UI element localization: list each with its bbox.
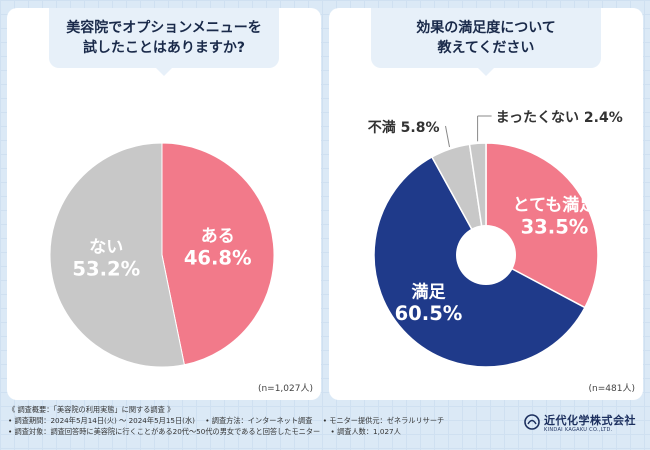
donut-不満-name: 不満 <box>368 119 401 136</box>
footer-line-3: • 調査対象：調査回答時に美容院に行くことがある20代〜50代の男女であると回答… <box>8 426 518 437</box>
donut-とても満足-name: とても満足 <box>513 195 597 216</box>
company-name: 近代化学株式会社 <box>544 414 636 427</box>
footer-title: 《 調査概要：「美容院の利用実態」に関する調査 》 <box>8 405 175 414</box>
right-chart-title: 効果の満足度について 教えてください <box>371 8 601 76</box>
pie-ない-value: 53.2% <box>72 258 140 281</box>
pie-slice-ある <box>161 142 275 366</box>
leader-line-不満 <box>445 125 450 148</box>
donut-まったくない-value: 2.4% <box>584 110 623 126</box>
company-logo-icon <box>524 414 540 430</box>
survey-count: • 調査人数：1,027人 <box>330 427 401 436</box>
company-name-roman: KINDAI KAGAKU CO.,LTD. <box>544 427 613 433</box>
pie-ない-name: ない <box>89 238 123 258</box>
survey-method: • 調査方法：インターネット調査 <box>205 416 313 425</box>
donut-label-まったくない: まったくない 2.4% <box>496 110 623 126</box>
pie-ある-name: ある <box>201 226 235 246</box>
donut-slice-とても満足 <box>485 142 599 309</box>
left-chart-panel: 美容院でオプションメニューを 試したことはありますか? ある 46.8% ない 53.… <box>7 8 321 400</box>
right-sample-size: (n=481人) <box>588 384 635 394</box>
donut-満足-value: 60.5% <box>395 302 463 325</box>
right-title-line-2: 教えてください <box>437 40 535 56</box>
pie-slice-ない <box>49 142 185 368</box>
company-logo: 近代化学株式会社 KINDAI KAGAKU CO.,LTD. <box>522 410 646 442</box>
donut-hole <box>456 225 516 285</box>
donut-label-不満: 不満 5.8% <box>368 119 440 136</box>
left-chart-title: 美容院でオプションメニューを 試したことはありますか? <box>49 8 279 76</box>
survey-period: • 調査期間：2024年5月14日(火) ～ 2024年5月15日(水) <box>8 416 195 425</box>
donut-とても満足-value: 33.5% <box>521 216 589 239</box>
donut-満足-name: 満足 <box>411 281 445 302</box>
monitor-provider: • モニター提供元：ゼネラルリサーチ <box>322 416 445 425</box>
survey-footer: 《 調査概要：「美容院の利用実態」に関する調査 》 • 調査期間：2024年5月… <box>8 404 518 437</box>
left-title-line-1: 美容院でオプションメニューを <box>66 20 262 36</box>
right-title-line-1: 効果の満足度について <box>416 20 556 36</box>
donut-不満-value: 5.8% <box>401 120 440 136</box>
left-title-line-2: 試したことはありますか? <box>82 40 246 56</box>
pie-ある-value: 46.8% <box>184 246 252 269</box>
right-chart-panel: 効果の満足度について 教えてください とても満足 33.5% 満足 60.5% 不満 5… <box>329 8 643 400</box>
survey-target: • 調査対象：調査回答時に美容院に行くことがある20代〜50代の男女であると回答… <box>8 427 321 436</box>
donut-まったくない-name: まったくない <box>496 110 584 126</box>
left-sample-size: (n=1,027人) <box>257 384 313 394</box>
footer-line-2: • 調査期間：2024年5月14日(火) ～ 2024年5月15日(水) • 調… <box>8 415 518 426</box>
